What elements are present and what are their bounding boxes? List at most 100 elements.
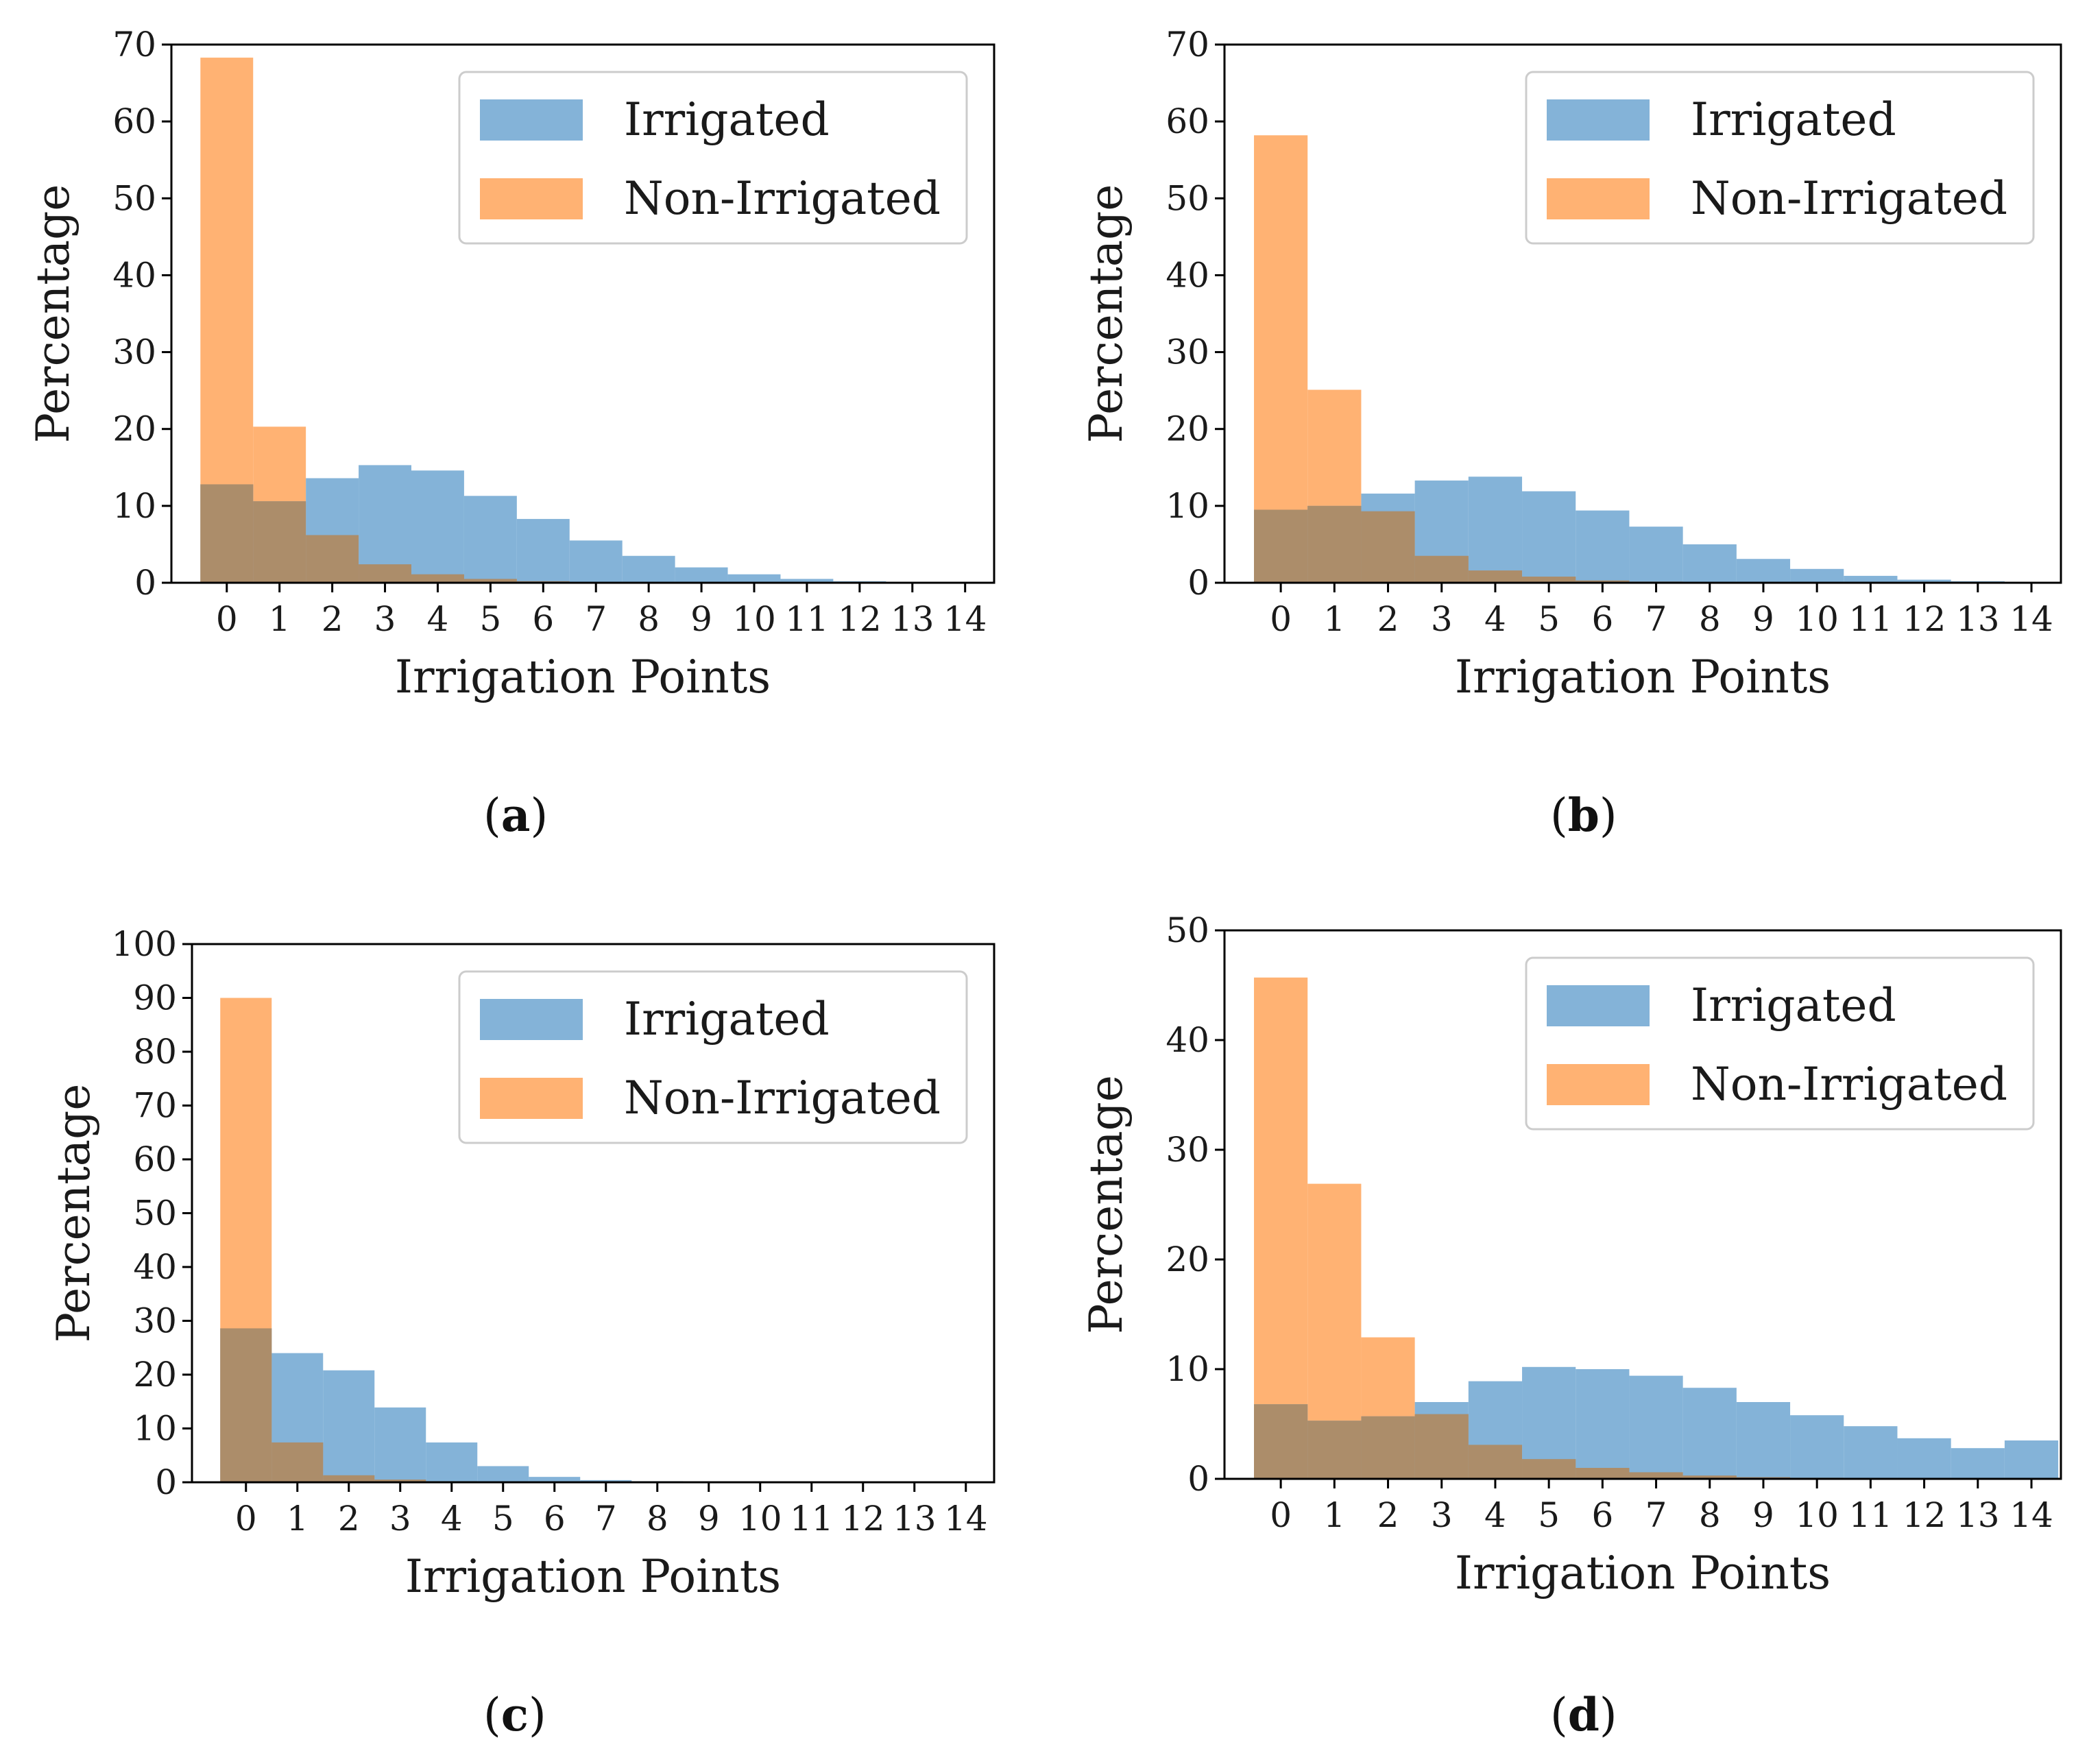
bar-overlap-4 <box>1469 570 1522 583</box>
x-tick-label: 10 <box>1795 599 1839 639</box>
x-tick-label: 5 <box>479 599 501 639</box>
y-tick-label: 0 <box>155 1462 177 1502</box>
x-tick-label: 0 <box>235 1499 257 1538</box>
bar-irrigated-7 <box>1629 527 1682 583</box>
legend-swatch-irrigated <box>1547 985 1650 1026</box>
x-tick-label: 5 <box>1538 599 1560 639</box>
y-tick-label: 0 <box>1187 563 1209 603</box>
bar-overlap-2 <box>1361 1416 1414 1479</box>
y-tick-label: 60 <box>133 1139 177 1179</box>
legend-swatch-irrigated <box>480 99 583 141</box>
legend-swatch-non-irrigated <box>1547 1064 1650 1105</box>
x-tick-label: 8 <box>1699 1495 1721 1535</box>
bar-irrigated-6 <box>1576 511 1629 583</box>
x-tick-label: 6 <box>544 1499 566 1538</box>
y-tick-label: 50 <box>112 178 156 218</box>
legend-label-non-irrigated: Non-Irrigated <box>624 172 941 225</box>
x-tick-label: 6 <box>1591 1495 1613 1535</box>
y-axis-label: Percentage <box>47 1084 100 1343</box>
bar-overlap-1 <box>271 1443 323 1482</box>
x-tick-label: 11 <box>1849 599 1893 639</box>
x-tick-label: 14 <box>2010 1495 2053 1535</box>
bar-overlap-4 <box>411 575 464 583</box>
x-tick-label: 9 <box>690 599 712 639</box>
bar-irrigated-8 <box>1683 1388 1737 1479</box>
legend-label-irrigated: Irrigated <box>1691 93 1896 146</box>
x-tick-label: 10 <box>738 1499 782 1538</box>
y-axis-label: Percentage <box>1080 184 1133 444</box>
x-tick-label: 8 <box>1699 599 1721 639</box>
bar-overlap-2 <box>1361 511 1414 583</box>
y-tick-label: 10 <box>112 486 156 526</box>
y-tick-label: 20 <box>112 409 156 449</box>
bar-irrigated-9 <box>1737 559 1790 583</box>
legend-label-irrigated: Irrigated <box>624 93 830 146</box>
y-tick-label: 90 <box>133 978 177 1018</box>
y-tick-label: 30 <box>112 333 156 372</box>
y-tick-label: 10 <box>1166 1349 1209 1389</box>
legend-swatch-non-irrigated <box>480 178 583 219</box>
y-tick-label: 80 <box>133 1032 177 1072</box>
bar-overlap-1 <box>253 501 306 583</box>
y-tick-label: 20 <box>1166 1240 1209 1279</box>
bar-overlap-0 <box>1254 1404 1307 1479</box>
bar-overlap-0 <box>220 1328 271 1482</box>
x-tick-label: 4 <box>427 599 449 639</box>
x-tick-label: 11 <box>790 1499 834 1538</box>
legend-swatch-non-irrigated <box>1547 178 1650 219</box>
bar-overlap-0 <box>200 484 253 583</box>
x-tick-label: 0 <box>1270 1495 1292 1535</box>
legend-label-non-irrigated: Non-Irrigated <box>1691 1058 2007 1111</box>
x-tick-label: 13 <box>893 1499 937 1538</box>
bar-overlap-1 <box>1307 1421 1361 1479</box>
y-tick-label: 40 <box>1166 1020 1209 1060</box>
x-tick-label: 13 <box>1956 599 2000 639</box>
bar-overlap-4 <box>1469 1445 1522 1479</box>
y-tick-label: 70 <box>1166 25 1209 64</box>
legend-label-irrigated: Irrigated <box>624 993 830 1046</box>
x-tick-label: 5 <box>492 1499 514 1538</box>
x-tick-label: 14 <box>944 1499 988 1538</box>
y-tick-label: 40 <box>1166 255 1209 295</box>
x-tick-label: 2 <box>322 599 343 639</box>
bar-irrigated-5 <box>1522 492 1576 583</box>
bar-irrigated-8 <box>623 556 675 583</box>
x-tick-label: 3 <box>1431 1495 1453 1535</box>
bar-irrigated-13 <box>1951 1448 2005 1479</box>
legend-a: Irrigated Non-Irrigated <box>459 72 967 243</box>
x-tick-label: 12 <box>1903 599 1946 639</box>
caption-a: (a) <box>483 788 548 842</box>
x-tick-label: 3 <box>374 599 396 639</box>
y-tick-label: 10 <box>1166 486 1209 526</box>
caption-c: (c) <box>483 1688 546 1741</box>
y-tick-label: 0 <box>1187 1459 1209 1499</box>
x-tick-label: 10 <box>1795 1495 1839 1535</box>
x-tick-label: 2 <box>1377 1495 1399 1535</box>
legend-swatch-irrigated <box>480 999 583 1040</box>
x-tick-label: 3 <box>1431 599 1453 639</box>
bar-irrigated-11 <box>1844 576 1897 583</box>
bar-overlap-3 <box>1415 556 1469 583</box>
x-tick-label: 10 <box>732 599 776 639</box>
x-tick-label: 7 <box>1645 1495 1667 1535</box>
bar-irrigated-9 <box>1737 1402 1790 1479</box>
bar-irrigated-4 <box>411 470 464 583</box>
x-tick-label: 7 <box>1645 599 1667 639</box>
x-tick-label: 0 <box>216 599 238 639</box>
y-tick-label: 30 <box>133 1301 177 1341</box>
x-tick-label: 12 <box>1903 1495 1946 1535</box>
x-tick-label: 1 <box>287 1499 309 1538</box>
bar-irrigated-8 <box>1683 544 1737 583</box>
x-tick-label: 4 <box>1484 599 1506 639</box>
x-tick-label: 9 <box>1752 599 1774 639</box>
bar-overlap-2 <box>306 535 359 583</box>
bar-irrigated-4 <box>1469 476 1522 583</box>
x-tick-label: 9 <box>1752 1495 1774 1535</box>
bar-overlap-1 <box>1307 506 1361 583</box>
x-tick-label: 11 <box>1849 1495 1893 1535</box>
